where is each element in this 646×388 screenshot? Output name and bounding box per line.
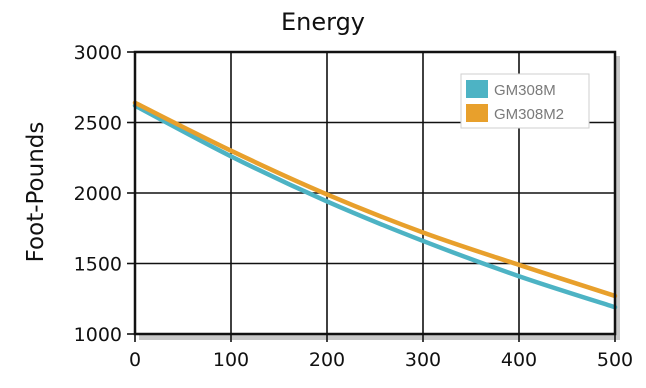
x-tick-label-300: 300 [405,349,441,371]
y-tick-label-2000: 2000 [74,183,122,205]
y-tick-label-2500: 2500 [74,113,122,135]
series-line-gm308m [132,103,618,310]
legend-swatch-gm308m2 [466,104,488,122]
legend-swatch-gm308m [466,80,488,98]
y-tick-label-1500: 1500 [74,254,122,276]
x-tick-label-400: 400 [501,349,537,371]
chart-title: Energy [281,8,365,36]
y-tick-label-3000: 3000 [74,42,122,64]
plot-border [133,50,617,336]
x-tick-label-500: 500 [597,349,633,371]
legend-label-gm308m2: GM308M2 [494,106,564,123]
y-tick-label-1000: 1000 [74,324,122,346]
axis-ticks: 0 100 200 300 400 500 1000 1500 2000 2500 3000 [74,42,633,371]
legend-label-gm308m: GM308M [494,82,556,99]
series-lines [132,100,618,310]
x-tick-label-200: 200 [309,349,345,371]
y-axis-label: Foot-Pounds [23,122,49,263]
x-tick-label-0: 0 [129,349,141,371]
series-line-gm308m2 [132,100,618,299]
x-tick-label-100: 100 [213,349,249,371]
legend: GM308M GM308M2 [460,73,590,129]
